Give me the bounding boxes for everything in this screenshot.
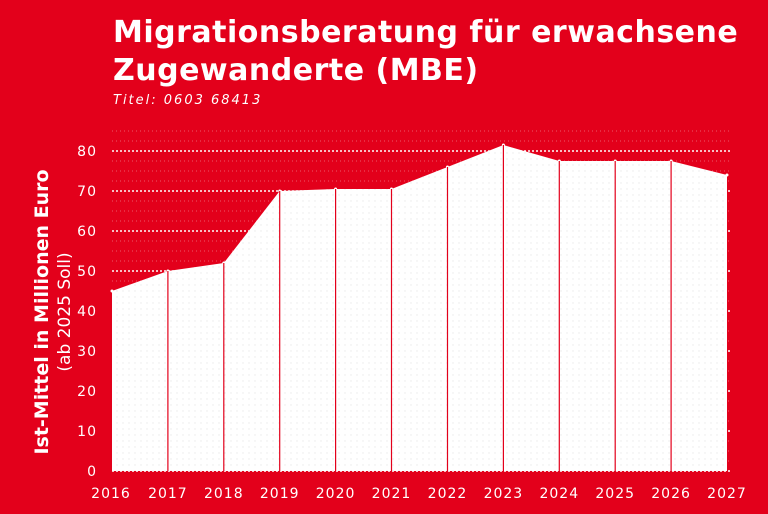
data-point — [110, 289, 114, 293]
y-tick-label: 50 — [77, 264, 97, 280]
y-tick-label: 20 — [77, 384, 97, 400]
x-tick-label: 2021 — [372, 486, 412, 502]
y-axis-label: Ist-Mittel in Millionen Euro — [31, 169, 53, 454]
y-axis: 0 10 20 30 40 50 60 70 80 — [77, 144, 97, 480]
y-tick-label: 10 — [77, 424, 97, 440]
y-tick-label: 80 — [77, 144, 97, 160]
x-axis: 2016 2017 2018 2019 2020 2021 2022 2023 2024 2025… — [91, 486, 747, 502]
area-texture — [112, 145, 727, 471]
x-tick-label: 2017 — [148, 486, 188, 502]
y-tick-label: 30 — [77, 344, 97, 360]
area-series — [110, 143, 729, 471]
y-tick-label: 60 — [77, 224, 97, 240]
x-tick-label: 2026 — [651, 486, 691, 502]
x-tick-label: 2018 — [204, 486, 244, 502]
x-tick-label: 2027 — [707, 486, 747, 502]
y-tick-label: 70 — [77, 184, 97, 200]
chart-title: Migrationsberatung für erwachsene Zugewa… — [113, 15, 739, 88]
y-tick-label: 40 — [77, 304, 97, 320]
y-axis-label-sub: (ab 2025 Soll) — [55, 252, 75, 371]
year-dividers — [167, 145, 672, 471]
x-tick-label: 2019 — [260, 486, 300, 502]
x-tick-label: 2016 — [91, 486, 131, 502]
chart-subtitle: Titel: 0603 68413 — [113, 93, 263, 108]
x-tick-label: 2023 — [484, 486, 524, 502]
x-tick-label: 2024 — [539, 486, 579, 502]
y-tick-label: 0 — [87, 464, 97, 480]
x-tick-label: 2020 — [316, 486, 356, 502]
x-tick-label: 2022 — [428, 486, 468, 502]
data-point — [725, 173, 729, 177]
x-tick-label: 2025 — [595, 486, 635, 502]
